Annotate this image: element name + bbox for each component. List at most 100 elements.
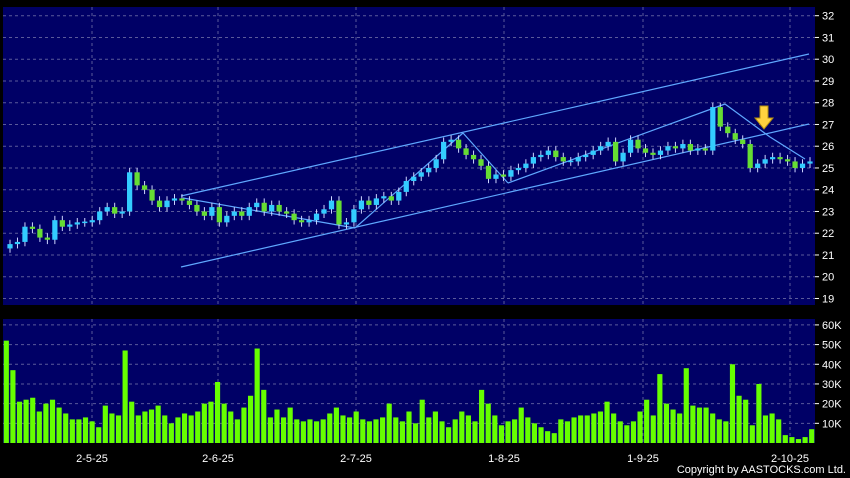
volume-bar <box>234 419 240 443</box>
candle-body <box>141 185 148 190</box>
volume-bar <box>690 405 696 443</box>
volume-bar <box>49 399 56 443</box>
volume-bar <box>413 423 419 443</box>
volume-bar <box>188 415 194 443</box>
volume-bar <box>214 381 221 443</box>
volume-bar <box>373 419 379 443</box>
volume-bar <box>789 437 795 443</box>
volume-bar <box>221 403 227 443</box>
candle-body <box>321 209 327 214</box>
price-tick-label: 19 <box>822 293 834 305</box>
volume-bar <box>386 403 392 443</box>
volume-bar <box>512 419 518 443</box>
candle-body <box>784 159 791 162</box>
candle-body <box>485 165 492 179</box>
candle-body <box>156 200 163 208</box>
volume-bar <box>802 437 808 443</box>
price-candles <box>7 102 813 253</box>
volume-bar <box>670 409 676 443</box>
price-tick-label: 20 <box>822 272 834 284</box>
candle-body <box>104 207 110 212</box>
candle-body <box>186 200 193 205</box>
volume-bar <box>545 431 551 443</box>
down-arrow-icon <box>753 105 775 130</box>
candle-body <box>276 204 282 212</box>
price-tick-label: 25 <box>822 163 834 175</box>
candle-body <box>583 154 589 158</box>
candle-body <box>426 167 432 173</box>
volume-bar <box>261 389 267 443</box>
volume-bar <box>3 340 9 443</box>
volume-bar <box>756 383 762 443</box>
candle-body <box>82 221 88 224</box>
candle-body <box>777 157 783 160</box>
copyright-text: Copyright by AASTOCKS.com Ltd. <box>676 464 846 476</box>
volume-bar <box>287 407 293 443</box>
volume-bar <box>129 401 135 443</box>
volume-bar <box>710 413 716 443</box>
volume-bar <box>578 415 584 443</box>
volume-bar <box>36 411 42 443</box>
volume-bar <box>347 417 353 443</box>
volume-bar <box>168 423 174 443</box>
candle-body <box>500 174 507 177</box>
volume-bar <box>340 415 346 443</box>
candle-body <box>194 204 200 212</box>
candle-body <box>695 148 701 151</box>
volume-tick-label: 10K <box>822 418 842 430</box>
volume-bar <box>360 419 366 443</box>
volume-bar <box>591 413 597 443</box>
volume-bar <box>485 403 491 443</box>
volume-bar <box>624 425 630 443</box>
volume-bar <box>102 405 108 443</box>
candle-body <box>164 200 170 208</box>
candle-body <box>590 150 596 155</box>
volume-bar <box>320 419 326 443</box>
trend-line <box>180 123 810 268</box>
candle-body <box>455 139 462 149</box>
candle-body <box>239 211 245 216</box>
volume-bar <box>155 405 161 443</box>
candle-body <box>298 220 305 223</box>
grid-lines <box>3 7 815 443</box>
volume-bar <box>241 407 247 443</box>
candle-body <box>201 211 208 216</box>
candle-body <box>336 200 342 225</box>
candle-body <box>545 150 551 155</box>
candle-body <box>149 189 155 201</box>
volume-tick-label: 60K <box>822 320 842 332</box>
volume-bar <box>611 413 617 443</box>
candle-body <box>755 163 761 168</box>
candle-body <box>381 196 387 199</box>
volume-bar <box>247 395 254 443</box>
candle-body <box>418 172 424 177</box>
volume-bar <box>254 348 260 443</box>
volume-bar <box>175 417 181 443</box>
volume-bar <box>809 429 815 443</box>
volume-bar <box>604 401 610 443</box>
candle-body <box>635 139 641 149</box>
volume-bar <box>406 411 412 443</box>
candle-body <box>725 126 731 134</box>
candle-body <box>605 141 611 147</box>
volume-bar <box>551 433 557 443</box>
price-tick-label: 31 <box>822 32 834 44</box>
volume-bar <box>76 419 82 443</box>
candle-body <box>44 237 50 240</box>
date-tick-label: 2-10-25 <box>771 453 809 465</box>
volume-bar <box>63 413 69 443</box>
date-tick-label: 1-8-25 <box>488 453 520 465</box>
volume-bar <box>148 409 155 443</box>
volume-bar <box>696 407 703 443</box>
volume-bar <box>142 411 148 443</box>
candle-body <box>717 107 723 127</box>
volume-tick-label: 20K <box>822 399 842 411</box>
candle-body <box>37 228 43 238</box>
candle-body <box>470 154 477 160</box>
volume-bar <box>663 403 670 443</box>
volume-bar <box>181 413 188 443</box>
volume-bar <box>630 421 637 443</box>
candle-body <box>7 244 13 249</box>
volume-bar <box>723 421 729 443</box>
